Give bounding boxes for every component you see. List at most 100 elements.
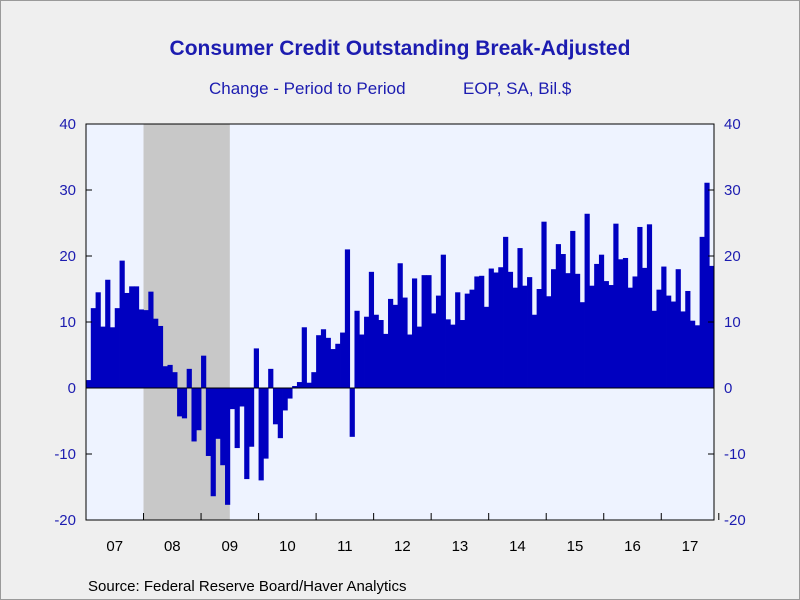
chart-bar (622, 257, 629, 388)
chart-bar (392, 304, 398, 388)
chart-bar (512, 287, 518, 388)
chart-bar (277, 388, 283, 439)
chart-bar (272, 388, 279, 425)
chart-bar (167, 364, 173, 388)
y-tick-label-left: -10 (54, 446, 76, 463)
chart-subtitle-measure: Change - Period to Period (209, 79, 406, 98)
chart-bar (205, 388, 212, 456)
chart-bar (378, 320, 384, 388)
chart-bar (522, 285, 528, 388)
chart-bar (498, 267, 504, 388)
chart-bar (100, 326, 106, 388)
chart-bar (594, 263, 600, 388)
chart-bar (239, 388, 245, 407)
chart-bar (661, 266, 667, 388)
chart-bar (555, 244, 561, 388)
chart-bar (316, 335, 322, 388)
chart-bar (129, 286, 135, 388)
chart-bar (440, 254, 446, 388)
chart-bar (364, 316, 370, 388)
chart-bar (541, 221, 547, 388)
chart-bar (330, 349, 336, 388)
chart-bar (138, 309, 144, 388)
chart-bar (86, 380, 92, 388)
chart-bar (181, 388, 188, 419)
chart-bar (407, 334, 413, 388)
chart-bar (646, 224, 653, 388)
x-tick-label: 14 (509, 538, 526, 555)
chart-bar (675, 269, 681, 388)
y-tick-label-left: 10 (59, 314, 76, 331)
chart-bar (296, 382, 303, 388)
y-tick-label-left: 0 (68, 380, 76, 397)
y-tick-label-left: -20 (54, 512, 76, 529)
chart-bar (248, 388, 255, 447)
chart-bar (157, 325, 164, 388)
chart-bar (690, 320, 696, 388)
chart-bar (445, 319, 451, 388)
chart-bar (220, 388, 226, 466)
chart-bar (603, 281, 609, 388)
y-tick-label-right: 0 (724, 380, 732, 397)
chart-bar (455, 292, 461, 388)
chart-bar (450, 324, 456, 388)
x-tick-label: 07 (106, 538, 123, 555)
chart-bar (517, 248, 523, 388)
chart-bar (507, 271, 514, 388)
x-tick-label: 12 (394, 538, 411, 555)
chart-bar (589, 285, 595, 388)
source-note: Source: Federal Reserve Board/Haver Anal… (88, 578, 407, 595)
chart-bar (551, 269, 557, 388)
chart-bar (119, 260, 125, 388)
chart-bar (268, 368, 274, 388)
chart-bar (459, 320, 466, 388)
chart-bar (642, 267, 648, 388)
chart-bar (397, 263, 403, 388)
chart-bar (349, 388, 355, 437)
chart-bar (656, 289, 662, 388)
chart-bar (479, 275, 485, 388)
chart-bar (632, 276, 638, 388)
chart-bar (464, 293, 470, 388)
chart-bar (565, 273, 571, 388)
chart-bar (493, 272, 499, 388)
chart-bar (426, 275, 432, 388)
chart-bar (584, 213, 590, 388)
chart-bar (666, 295, 672, 388)
chart-bar (344, 249, 351, 388)
y-tick-label-right: 30 (724, 182, 741, 199)
x-tick-label: 16 (624, 538, 641, 555)
chart-subtitle-units: EOP, SA, Bil.$ (463, 79, 572, 98)
chart-bar (229, 388, 236, 410)
chart-bar (196, 388, 202, 431)
chart-bar (320, 329, 327, 388)
chart-bar (335, 343, 341, 388)
chart-bar (287, 388, 293, 399)
chart-bar (680, 311, 686, 388)
chart-bar (210, 388, 216, 497)
x-tick-label: 13 (452, 538, 469, 555)
chart-bar (503, 236, 509, 388)
chart-bar (574, 273, 581, 388)
chart-bar (354, 310, 360, 388)
chart-bar (148, 291, 154, 388)
y-tick-label-left: 20 (59, 248, 76, 265)
chart-bar (474, 276, 480, 388)
chart-bar (579, 302, 585, 388)
chart-bar (143, 310, 149, 388)
chart-bar (105, 279, 111, 388)
y-tick-label-left: 30 (59, 182, 76, 199)
chart-bar (292, 386, 298, 388)
chart-bar (546, 296, 552, 388)
chart-bar (469, 289, 475, 388)
chart-bar (186, 368, 192, 388)
chart-bar (225, 388, 231, 505)
chart-bar (359, 334, 365, 388)
chart-bar (234, 388, 240, 449)
chart-bar (570, 230, 576, 388)
chart-bar (90, 308, 96, 388)
chart-bar (306, 382, 312, 388)
chart-bar (685, 290, 691, 388)
y-tick-label-right: -10 (724, 446, 746, 463)
chart-bar (613, 223, 619, 388)
